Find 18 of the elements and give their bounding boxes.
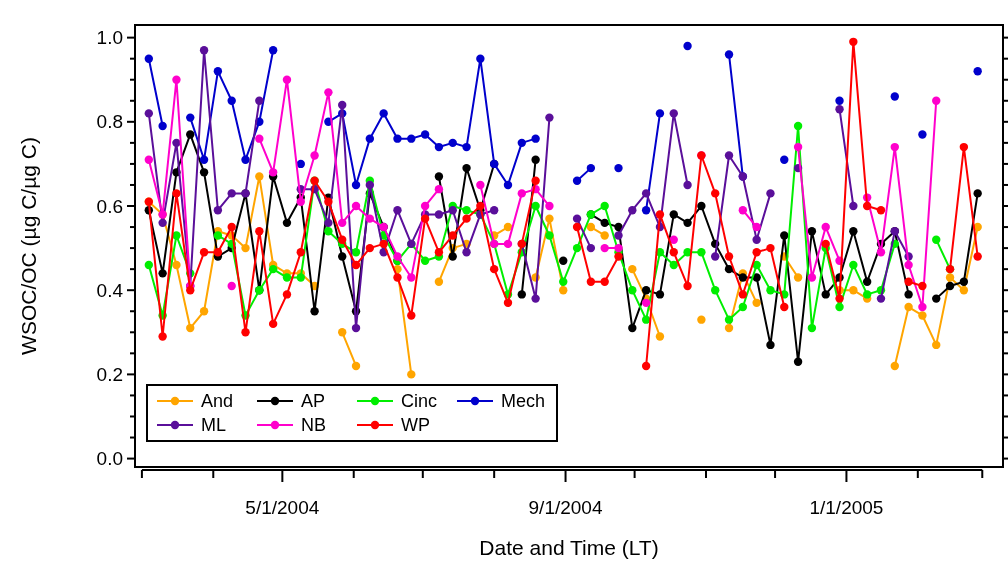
x-tick-label: 9/1/2004 — [528, 497, 603, 518]
y-tick-label: 0.6 — [96, 195, 123, 217]
legend-label: Mech — [501, 391, 546, 412]
y-tick-label: 0.2 — [96, 364, 123, 386]
legend-label: NB — [301, 415, 327, 436]
y-tick-label: 0.0 — [96, 448, 123, 470]
legend-label: WP — [401, 415, 430, 436]
legend-label: ML — [201, 415, 227, 436]
y-axis-title: WSOC/OC (µg C/µg C) — [17, 137, 40, 355]
x-axis-title: Date and Time (LT) — [479, 536, 659, 559]
y-tick-label: 0.4 — [96, 279, 124, 301]
y-tick-label: 0.8 — [96, 111, 123, 133]
x-tick-label: 1/1/2005 — [809, 497, 884, 518]
legend-label: Cinc — [401, 391, 438, 412]
legend-label: And — [201, 391, 234, 412]
y-tick-label: 1.0 — [96, 27, 123, 49]
legend-label: AP — [301, 391, 326, 412]
x-tick-label: 5/1/2004 — [245, 497, 320, 518]
